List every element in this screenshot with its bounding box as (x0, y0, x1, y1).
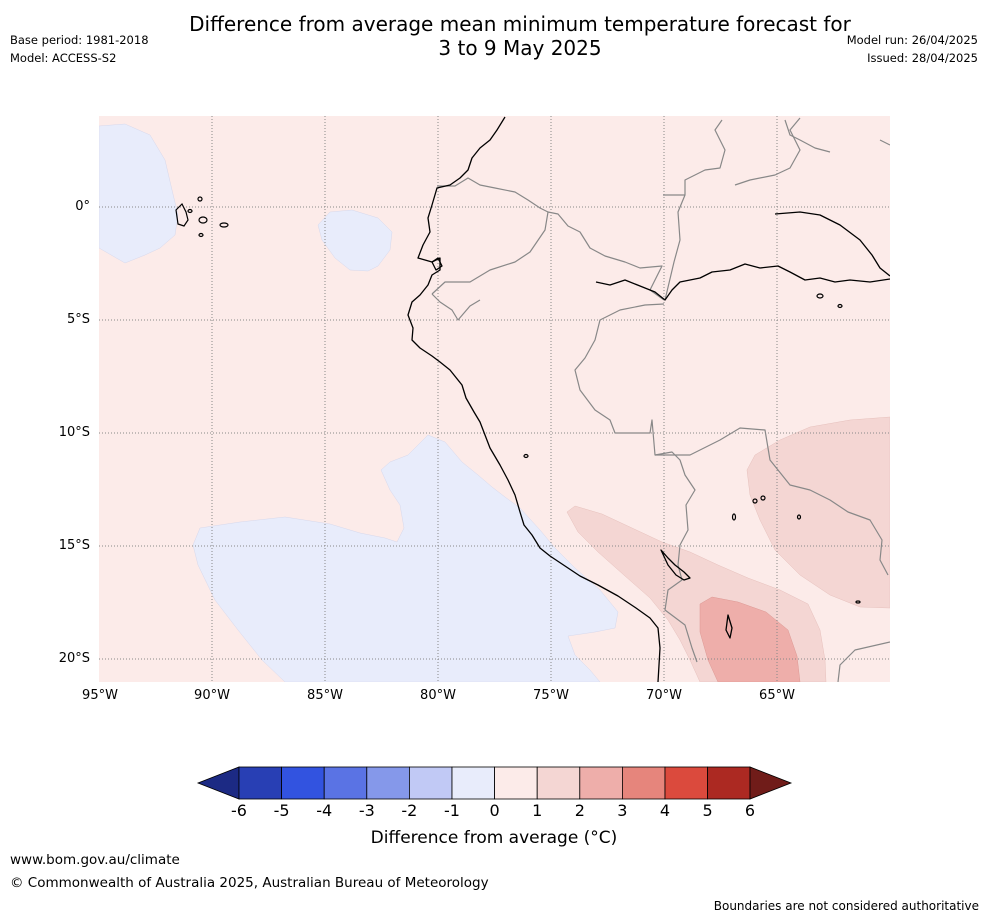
colorbar-bin (494, 766, 538, 800)
model-text: Model: ACCESS-S2 (10, 51, 117, 65)
colorbar-bin (622, 766, 666, 800)
lon-label-65w: 65°W (759, 688, 795, 703)
colorbar-tick: -4 (316, 801, 333, 820)
colorbar-tick: -3 (358, 801, 375, 820)
lon-label-90w: 90°W (194, 688, 230, 703)
colorbar-tick: 2 (574, 801, 585, 820)
colorbar-tick: 4 (659, 801, 671, 820)
colorbar-bin (281, 766, 325, 800)
base-period-text: Base period: 1981-2018 (10, 33, 149, 47)
cool-area-galapagos (99, 123, 179, 264)
colorbar-extend-min (196, 766, 240, 800)
colorbar-bin (408, 766, 453, 800)
colorbar (196, 766, 793, 800)
colorbar-bin (238, 766, 282, 800)
colorbar-tick: 1 (532, 801, 543, 820)
country-borders (431, 117, 890, 682)
website-text: www.bom.gov.au/climate (10, 852, 180, 868)
copyright-text: © Commonwealth of Australia 2025, Austra… (10, 875, 489, 891)
colorbar-tick: -2 (401, 801, 418, 820)
colorbar-tick: 6 (744, 801, 756, 820)
colorbar-tick: 0 (489, 801, 500, 820)
lat-label-15s: 15°S (58, 538, 90, 553)
colorbar-extend-max (749, 766, 793, 800)
graticule (99, 116, 890, 682)
disclaimer-text: Boundaries are not considered authoritat… (713, 899, 979, 913)
meta-right: Model run: 26/04/2025 Issued: 28/04/2025 (847, 31, 978, 67)
lat-label-0: 0° (75, 199, 90, 214)
lat-label-10s: 10°S (58, 425, 90, 440)
colorbar-tick: 5 (702, 801, 713, 820)
coastlines (407, 116, 890, 682)
title-line-2: 3 to 9 May 2025 (438, 36, 602, 60)
meta-left: Base period: 1981-2018 Model: ACCESS-S2 (10, 31, 149, 67)
lat-label-5s: 5°S (66, 312, 90, 327)
issued-text: Issued: 28/04/2025 (867, 51, 978, 65)
warm-area-core (699, 596, 801, 682)
map-title: Difference from average mean minimum tem… (150, 12, 890, 60)
lon-label-80w: 80°W (420, 688, 456, 703)
colorbar-title: Difference from average (°C) (370, 828, 618, 848)
cool-area-southeast-pacific (192, 434, 619, 682)
colorbar-bin (536, 766, 581, 800)
colorbar-bin (579, 766, 623, 800)
colorbar-bin (323, 766, 368, 800)
colorbar-bin (664, 766, 708, 800)
lon-label-70w: 70°W (646, 688, 682, 703)
colorbar-tick: -6 (231, 801, 247, 820)
warm-area-east (746, 416, 890, 609)
colorbar-bin (366, 766, 410, 800)
cool-area-offshore (317, 209, 393, 272)
colorbar-tick: -5 (273, 801, 290, 820)
colorbar-bin (707, 766, 751, 800)
lon-label-85w: 85°W (307, 688, 343, 703)
colorbar-tick: -1 (444, 801, 460, 820)
lon-label-75w: 75°W (533, 688, 569, 703)
colorbar-bin (451, 766, 495, 800)
colorbar-tick: 3 (617, 801, 628, 820)
lon-label-95w: 95°W (82, 688, 118, 703)
lat-label-20s: 20°S (58, 651, 90, 666)
model-run-text: Model run: 26/04/2025 (846, 33, 978, 47)
title-line-1: Difference from average mean minimum tem… (189, 12, 851, 36)
islands (175, 196, 861, 604)
